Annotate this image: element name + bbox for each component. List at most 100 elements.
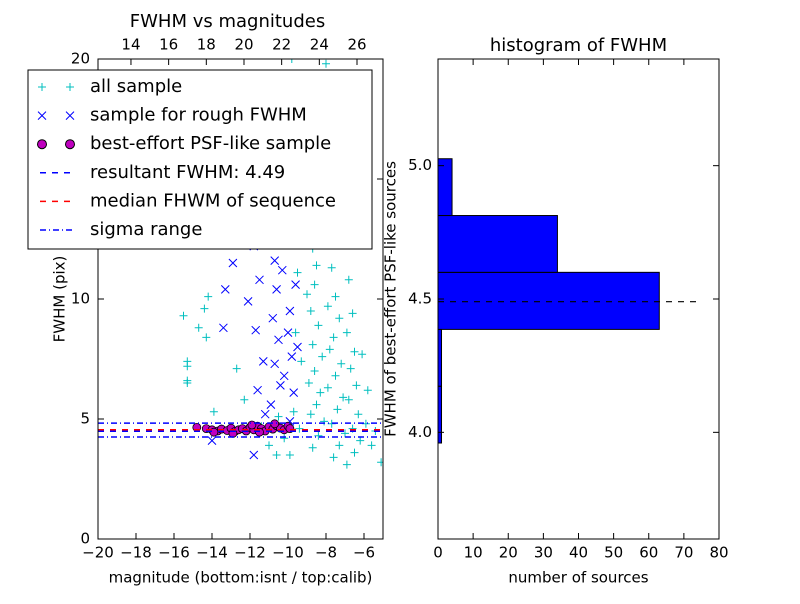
x-tick-label: −16 [158, 544, 190, 562]
point [308, 340, 317, 349]
x-tick-label: 30 [534, 544, 553, 562]
point [280, 434, 289, 443]
point [331, 371, 340, 380]
x-tick-label: 60 [639, 544, 658, 562]
x-tick-label: −18 [120, 544, 152, 562]
point [265, 441, 273, 450]
point [291, 328, 300, 337]
point [183, 362, 192, 371]
point [260, 409, 270, 419]
top-tick-label: 14 [121, 36, 140, 54]
legend-marker [66, 83, 74, 91]
point [337, 359, 346, 368]
x-tick-label: −8 [315, 544, 337, 562]
point [363, 386, 372, 395]
point [327, 263, 336, 272]
point [312, 261, 321, 270]
point [293, 268, 302, 277]
point [194, 323, 203, 332]
point [220, 285, 230, 294]
point [350, 448, 359, 457]
point [240, 395, 249, 404]
point [344, 275, 353, 284]
point [179, 311, 188, 320]
point [320, 417, 329, 426]
point [306, 307, 315, 315]
x-tick-label: −6 [353, 544, 375, 562]
point [204, 292, 213, 301]
point [377, 458, 383, 467]
point [277, 265, 287, 275]
x-tick-label: −10 [272, 544, 304, 562]
point [341, 429, 349, 438]
legend-label: resultant FWHM: 4.49 [90, 162, 285, 183]
point [243, 297, 253, 306]
point [202, 333, 211, 342]
point [232, 364, 241, 373]
point [272, 451, 281, 459]
point [266, 400, 276, 409]
y-tick-label: 5.0 [408, 156, 432, 174]
point [255, 275, 264, 285]
point [344, 395, 353, 404]
top-tick-label: 24 [310, 36, 329, 54]
point [207, 436, 217, 445]
x-tick-label: 70 [674, 544, 693, 562]
x-tick-label: −14 [196, 544, 228, 562]
point [272, 285, 281, 294]
y-tick-label: 5 [80, 410, 90, 428]
point [291, 280, 300, 289]
point [270, 359, 280, 369]
point [293, 342, 302, 352]
point [297, 357, 306, 366]
point [323, 302, 332, 311]
point [308, 443, 317, 452]
x-tick-label: 20 [499, 544, 518, 562]
point [356, 436, 365, 445]
x-tick-label: 40 [569, 544, 588, 562]
x-tick-label: 0 [433, 544, 443, 562]
point [219, 323, 228, 333]
point [314, 431, 323, 440]
legend-marker [38, 83, 46, 91]
bar [437, 158, 453, 217]
point [183, 379, 192, 387]
top-tick-label: 18 [197, 36, 216, 54]
bar [437, 215, 558, 273]
point [346, 364, 355, 373]
x-tick-label: 10 [464, 544, 483, 562]
top-tick-label: 22 [272, 36, 291, 54]
top-tick-label: 26 [347, 36, 366, 54]
y-tick-label: 0 [80, 530, 90, 548]
point [274, 412, 283, 421]
point [295, 424, 304, 433]
point [279, 371, 289, 381]
x-axis-label: magnitude (bottom:isnt / top:calib) [109, 569, 373, 587]
chart-title: histogram of FWHM [490, 35, 667, 56]
x-tick-label: −20 [82, 544, 114, 562]
y-tick-label: 4.0 [408, 423, 432, 441]
point [270, 256, 280, 265]
point [249, 450, 259, 460]
x-tick-label: 80 [709, 544, 728, 562]
legend-label: sigma range [90, 219, 202, 240]
point [333, 405, 342, 414]
point [306, 410, 315, 419]
legend-marker [65, 111, 75, 120]
point [251, 325, 261, 335]
point [304, 379, 313, 387]
point [283, 328, 293, 337]
legend-box [27, 69, 373, 250]
chart-title: FWHM vs magnitudes [130, 11, 325, 32]
y-tick-label: 4.5 [408, 290, 432, 308]
legend-marker [65, 139, 75, 150]
point [350, 347, 359, 356]
point [253, 385, 262, 395]
point [354, 410, 363, 419]
point [358, 350, 367, 359]
point [228, 258, 238, 268]
point [318, 352, 327, 361]
point [329, 453, 338, 462]
point [323, 383, 332, 392]
x-tick-label: 50 [604, 544, 623, 562]
